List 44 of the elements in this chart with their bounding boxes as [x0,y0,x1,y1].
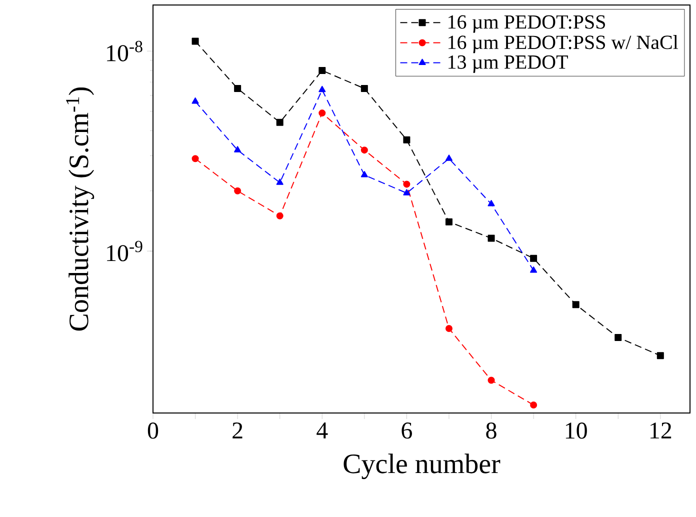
legend-label: 16 µm PEDOT:PSS w/ NaCl [448,35,678,54]
point [488,200,495,206]
point [614,334,622,341]
point [403,136,410,144]
x-axis-title: Cycle number [344,454,500,480]
legend-label: 16 µm PEDOT:PSS [448,15,605,33]
point [445,325,452,332]
point [192,155,199,162]
point [403,180,410,188]
y-tick-label: 10$^{-8}$ [107,40,142,62]
point [360,85,368,92]
point [192,38,199,45]
point [234,146,242,152]
point [192,97,199,104]
point [530,266,538,273]
point [656,352,664,360]
point [318,66,326,74]
point [276,178,284,185]
point [276,118,284,126]
point [530,402,538,409]
y-axis-title: Conductivity (S.cm$^{-1}$) [66,88,94,331]
x-tick-label: 0 [148,422,158,439]
x-tick-label: 8 [486,422,496,439]
point [572,301,580,308]
point [530,254,538,262]
point [445,154,453,161]
x-tick-label: 6 [402,422,412,439]
point [276,212,284,220]
point [445,218,452,226]
point [360,146,368,154]
x-tick-label: 10 [566,422,587,439]
x-tick-label: 12 [650,422,672,438]
x-tick-label: 4 [316,422,328,438]
legend-label: 13 µm PEDOT [448,55,568,73]
point [234,187,242,194]
point [318,86,326,92]
point [488,234,495,242]
x-tick-label: 2 [232,422,242,438]
point [360,171,368,178]
point [488,376,495,384]
point [318,110,326,117]
point [234,85,242,92]
y-tick-label: 10$^{-9}$ [107,240,142,262]
point [403,189,410,196]
